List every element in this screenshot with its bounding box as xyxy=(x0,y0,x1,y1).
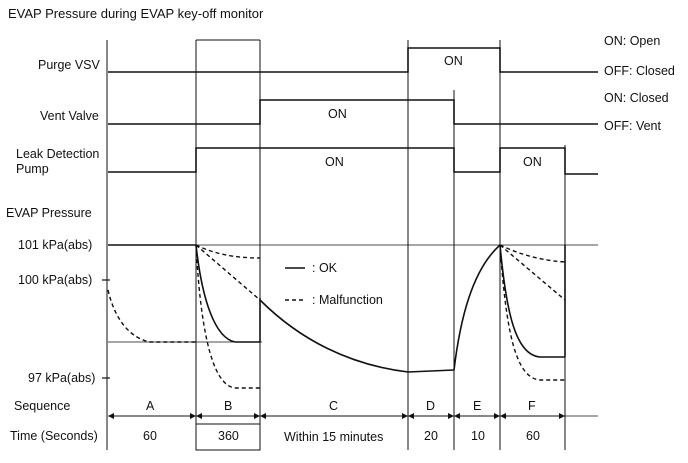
legend-ok-label: : OK xyxy=(312,261,338,275)
vent-on-state: ON: Closed xyxy=(604,91,669,105)
seq-b-mal-flat xyxy=(195,244,261,259)
arrowhead xyxy=(190,413,196,419)
sequence-row-label: Sequence xyxy=(14,399,70,413)
seq-d-label: D xyxy=(426,399,435,413)
arrowhead xyxy=(454,413,460,419)
time-f: 60 xyxy=(526,429,540,443)
legend-mal-label: : Malfunction xyxy=(312,293,383,307)
leak-pump-label-1: Leak Detection xyxy=(16,147,99,161)
seq-f-mal-flat xyxy=(499,244,566,263)
seq-a-curve xyxy=(107,289,196,343)
arrowhead xyxy=(108,413,114,419)
seq-f-label: F xyxy=(528,399,536,413)
pump-on-label-2: ON xyxy=(523,155,542,169)
seq-a-label: A xyxy=(146,399,155,413)
leak-pump-waveform xyxy=(108,147,598,175)
seq-b-mal-deep xyxy=(195,244,260,389)
arrowhead xyxy=(196,413,202,419)
seq-b-mal-linear xyxy=(195,244,261,301)
pressure-101-label: 101 kPa(abs) xyxy=(18,238,92,252)
seq-c-curve xyxy=(259,299,409,373)
time-a: 60 xyxy=(143,429,157,443)
time-row-label: Time (Seconds) xyxy=(10,429,98,443)
seq-b-label: B xyxy=(224,399,232,413)
sequence-arrows xyxy=(108,413,565,419)
seq-f-mal-deep xyxy=(499,244,565,381)
vent-on-label: ON xyxy=(328,107,347,121)
pressure-100-label: 100 kPa(abs) xyxy=(18,273,92,287)
time-b-box xyxy=(195,423,261,451)
leak-pump-label-2: Pump xyxy=(16,162,49,176)
time-d: 20 xyxy=(424,429,438,443)
vent-valve-label: Vent Valve xyxy=(40,109,99,123)
vent-off-state: OFF: Vent xyxy=(604,119,661,133)
time-b: 360 xyxy=(218,429,239,443)
arrowhead xyxy=(559,413,565,419)
purge-on-label: ON xyxy=(444,54,463,68)
pressure-97-label: 97 kPa(abs) xyxy=(28,371,95,385)
purge-vsv-waveform xyxy=(108,47,598,73)
seq-c-label: C xyxy=(329,399,338,413)
arrowhead xyxy=(500,413,506,419)
arrowhead xyxy=(402,413,408,419)
purge-vsv-label: Purge VSV xyxy=(38,58,101,72)
time-c: Within 15 minutes xyxy=(284,430,383,444)
arrowhead xyxy=(494,413,500,419)
arrowhead xyxy=(254,413,260,419)
seq-d-line xyxy=(407,369,455,373)
diagram-title: EVAP Pressure during EVAP key-off monito… xyxy=(8,6,264,21)
arrowhead xyxy=(260,413,266,419)
evap-pressure-label: EVAP Pressure xyxy=(6,206,92,220)
purge-on-state: ON: Open xyxy=(604,34,660,48)
time-e: 10 xyxy=(471,429,485,443)
seq-e-curve xyxy=(453,244,501,371)
arrowhead xyxy=(408,413,414,419)
seq-e-label: E xyxy=(473,399,481,413)
arrowhead xyxy=(448,413,454,419)
pump-on-label-1: ON xyxy=(325,155,344,169)
seq-f-mal-linear xyxy=(499,244,566,301)
vent-valve-waveform xyxy=(108,99,598,125)
seq-b-ok-curve xyxy=(195,244,260,343)
purge-off-state: OFF: Closed xyxy=(604,64,675,78)
